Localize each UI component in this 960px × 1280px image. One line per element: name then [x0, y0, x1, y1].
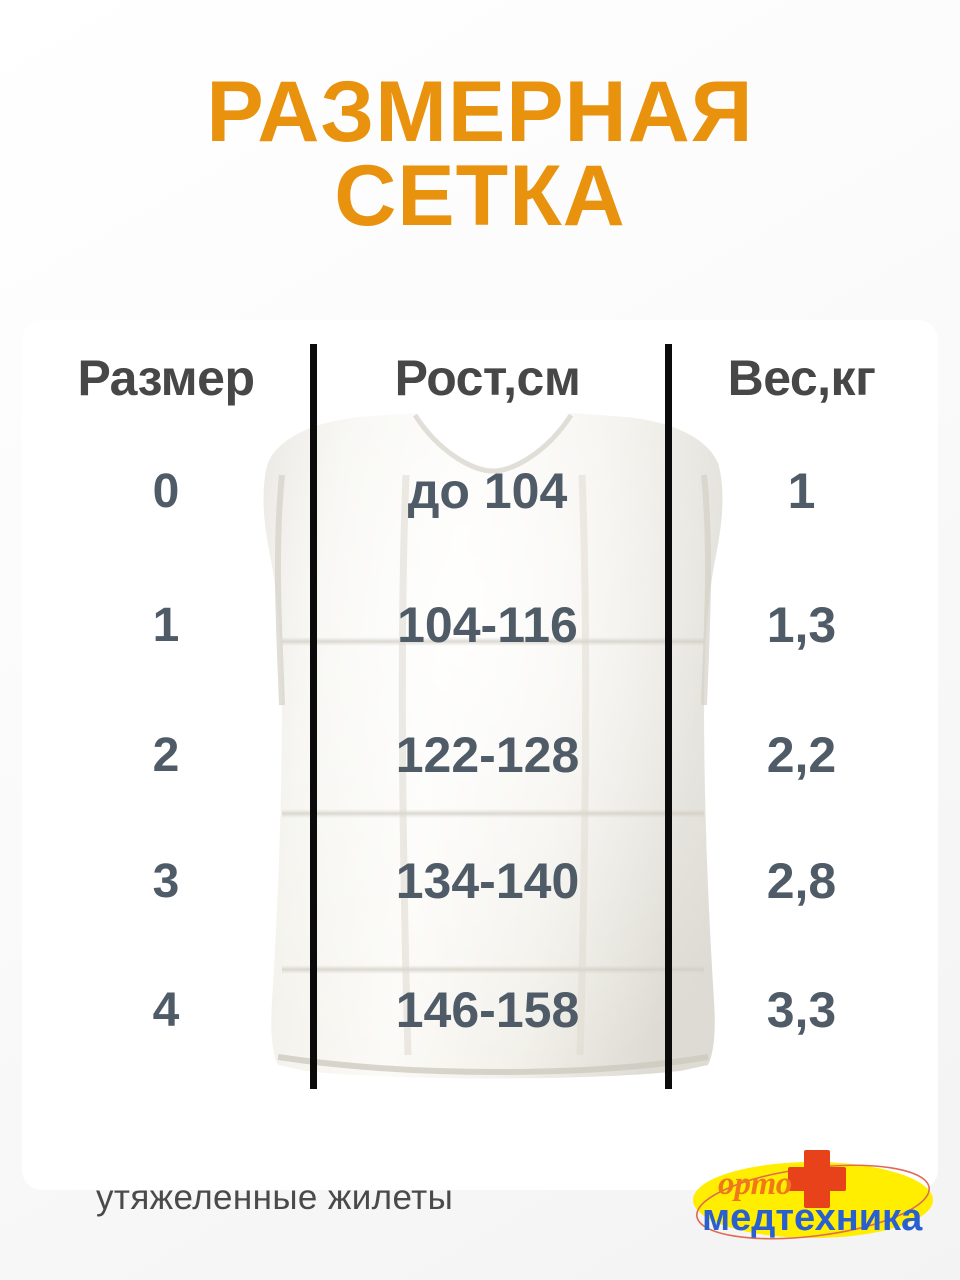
page-title-line-1: РАЗМЕРНАЯ	[206, 64, 754, 160]
table-row: 3 134-140 2,8	[22, 846, 938, 916]
size-table: Размер Рост,см Вес,кг 0 до 104 1 1 104-1…	[22, 320, 938, 1190]
column-divider-2	[665, 344, 672, 1089]
cell-weight: 1,3	[766, 597, 837, 653]
cell-weight: 1	[787, 463, 816, 519]
column-divider-1	[310, 344, 317, 1089]
product-caption: утяжеленные жилеты	[96, 1178, 454, 1217]
size-chart-card: Размер Рост,см Вес,кг 0 до 104 1 1 104-1…	[22, 320, 938, 1190]
cell-size: 4	[152, 983, 180, 1037]
cell-weight: 2,2	[766, 727, 837, 783]
table-header-row: Размер Рост,см Вес,кг	[22, 346, 938, 410]
table-row: 4 146-158 3,3	[22, 975, 938, 1045]
logo-text-top: орто	[718, 1166, 792, 1202]
cell-weight: 2,8	[766, 853, 837, 909]
page-title: РАЗМЕРНАЯ СЕТКА	[0, 64, 960, 245]
cell-height: 104-116	[397, 597, 578, 653]
cell-size: 3	[152, 854, 180, 908]
table-row: 0 до 104 1	[22, 456, 938, 526]
header-size: Размер	[77, 350, 255, 406]
table-row: 2 122-128 2,2	[22, 720, 938, 790]
page-title-line-2: СЕТКА	[334, 148, 626, 245]
cell-weight: 3,3	[766, 982, 837, 1038]
cell-height: 122-128	[395, 727, 580, 783]
cell-height: до 104	[407, 463, 568, 519]
cell-size: 2	[152, 728, 180, 782]
header-weight: Вес,кг	[727, 350, 876, 406]
cell-height: 134-140	[395, 853, 580, 909]
cell-height: 146-158	[395, 982, 580, 1038]
table-row: 1 104-116 1,3	[22, 590, 938, 660]
logo-text-bottom: медтехника	[702, 1197, 923, 1239]
cell-size: 1	[152, 598, 180, 652]
cell-size: 0	[152, 464, 180, 518]
brand-logo: орто медтехника	[690, 1142, 940, 1246]
header-height: Рост,см	[394, 350, 581, 406]
